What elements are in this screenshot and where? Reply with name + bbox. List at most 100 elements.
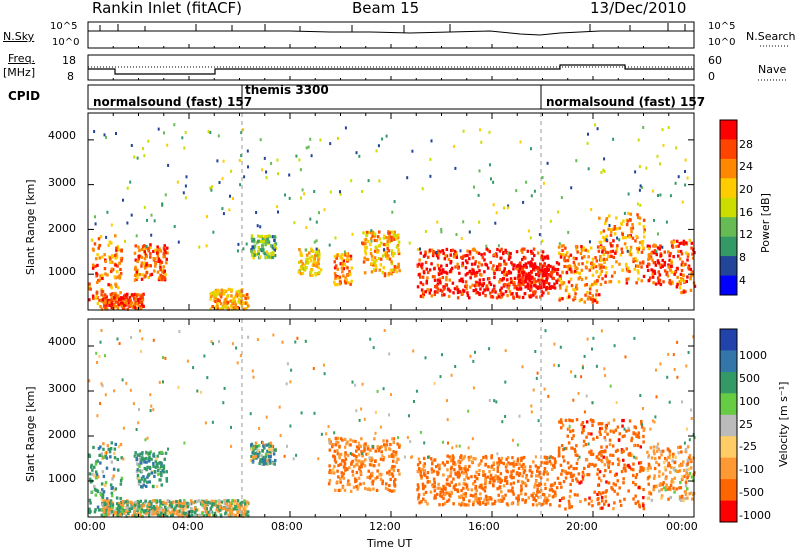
echo-cell bbox=[496, 487, 499, 491]
echo-cell bbox=[524, 277, 528, 281]
echo-cell bbox=[105, 456, 109, 460]
echo-cell bbox=[135, 302, 139, 306]
echo-cell bbox=[166, 508, 170, 512]
echo-cell bbox=[268, 461, 272, 465]
echo-cell bbox=[629, 248, 632, 252]
echo-cell bbox=[596, 472, 599, 476]
echo-cell bbox=[634, 239, 637, 243]
echo-cell bbox=[336, 136, 339, 140]
echo-cell bbox=[160, 464, 163, 468]
echo-cell bbox=[154, 248, 157, 252]
velocity-cbar-tick-neg100: -100 bbox=[739, 463, 764, 476]
echo-cell bbox=[621, 268, 624, 272]
echo-cell bbox=[392, 440, 395, 445]
echo-cell bbox=[150, 404, 153, 408]
echo-cell bbox=[522, 282, 525, 286]
echo-cell bbox=[439, 250, 442, 254]
echo-cell bbox=[448, 278, 451, 282]
echo-cell bbox=[342, 472, 345, 476]
echo-cell bbox=[568, 495, 572, 499]
echo-cell bbox=[165, 261, 168, 265]
echo-cell bbox=[447, 475, 450, 479]
echo-cell bbox=[381, 479, 384, 483]
echo-cell bbox=[676, 340, 679, 344]
echo-cell bbox=[339, 477, 342, 481]
echo-cell bbox=[289, 424, 292, 428]
echo-cell bbox=[634, 494, 637, 498]
echo-cell bbox=[616, 448, 619, 452]
echo-cell bbox=[666, 487, 669, 491]
echo-cell bbox=[442, 492, 445, 496]
echo-cell bbox=[307, 260, 310, 264]
echo-cell bbox=[424, 250, 427, 254]
echo-cell bbox=[434, 496, 437, 500]
echo-cell bbox=[447, 288, 451, 292]
echo-cell bbox=[162, 466, 166, 470]
echo-cell bbox=[253, 451, 257, 455]
echo-cell bbox=[231, 342, 234, 346]
echo-cell bbox=[336, 267, 340, 271]
echo-cell bbox=[590, 499, 593, 503]
echo-cell bbox=[147, 275, 150, 280]
echo-cell bbox=[510, 261, 513, 265]
echo-cell bbox=[595, 259, 599, 263]
echo-cell bbox=[413, 400, 415, 403]
echo-cell bbox=[627, 428, 631, 432]
echo-cell bbox=[343, 462, 347, 466]
echo-cell bbox=[500, 256, 503, 260]
echo-cell bbox=[500, 490, 503, 494]
echo-cell bbox=[568, 506, 571, 510]
echo-cell bbox=[253, 253, 256, 257]
echo-cell bbox=[255, 455, 259, 459]
echo-cell bbox=[658, 247, 661, 251]
nsearch-tick-top: 10^5 bbox=[708, 21, 736, 32]
echo-cell bbox=[451, 248, 455, 252]
echo-cell bbox=[374, 265, 378, 269]
echo-cell bbox=[545, 278, 548, 282]
echo-cell bbox=[107, 512, 110, 516]
echo-cell bbox=[305, 266, 308, 270]
echo-cell bbox=[224, 298, 227, 302]
echo-cell bbox=[95, 257, 98, 261]
echo-cell bbox=[662, 486, 666, 490]
echo-cell bbox=[367, 239, 370, 244]
echo-cell bbox=[267, 234, 271, 238]
echo-cell bbox=[509, 482, 513, 486]
echo-cell bbox=[492, 461, 496, 465]
echo-cell bbox=[476, 501, 480, 505]
echo-cell bbox=[386, 240, 389, 244]
echo-cell bbox=[635, 473, 639, 477]
echo-cell bbox=[389, 268, 393, 272]
echo-cell bbox=[456, 262, 459, 266]
echo-cell bbox=[637, 433, 640, 437]
echo-cell bbox=[220, 291, 224, 296]
echo-cell bbox=[252, 446, 255, 450]
echo-cell bbox=[474, 492, 477, 496]
echo-cell bbox=[588, 268, 591, 272]
echo-cell bbox=[505, 481, 509, 485]
echo-cell bbox=[397, 251, 401, 256]
echo-cell bbox=[574, 453, 577, 457]
echo-cell bbox=[618, 226, 621, 230]
echo-cell bbox=[147, 503, 151, 507]
echo-cell bbox=[111, 477, 114, 481]
echo-cell bbox=[346, 482, 350, 486]
echo-cell bbox=[199, 502, 203, 506]
echo-cell bbox=[243, 175, 246, 179]
echo-cell bbox=[355, 485, 358, 489]
echo-cell bbox=[371, 230, 375, 234]
echo-cell bbox=[542, 501, 545, 505]
echo-cell bbox=[229, 194, 231, 198]
echo-cell bbox=[574, 244, 578, 249]
echo-cell bbox=[223, 386, 226, 390]
echo-cell bbox=[646, 268, 650, 272]
echo-cell bbox=[592, 297, 595, 302]
echo-cell bbox=[450, 459, 453, 463]
echo-cell bbox=[196, 513, 199, 518]
echo-cell bbox=[110, 267, 113, 271]
echo-cell bbox=[170, 501, 173, 505]
echo-cell bbox=[535, 265, 538, 269]
echo-cell bbox=[135, 428, 138, 431]
echo-cell bbox=[101, 503, 104, 507]
echo-cell bbox=[570, 270, 573, 274]
